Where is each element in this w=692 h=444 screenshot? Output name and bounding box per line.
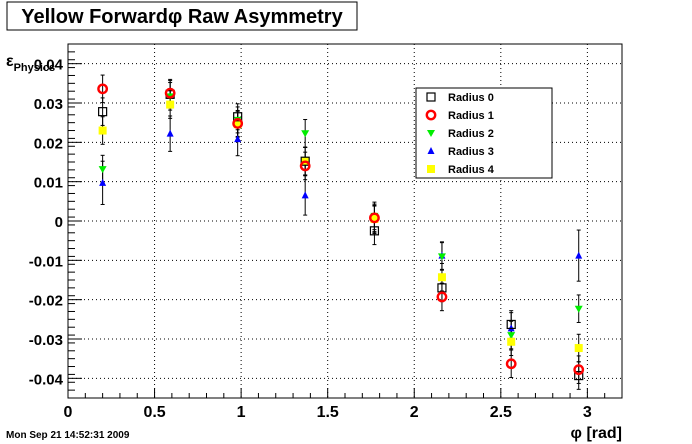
data-point-radius-1 — [369, 212, 380, 224]
legend-marker — [427, 165, 435, 173]
x-tick-label: 3 — [583, 404, 592, 421]
data-point-radius-0 — [98, 107, 108, 117]
legend-marker — [427, 147, 435, 154]
legend-label: Radius 0 — [448, 92, 494, 104]
y-tick-label: 0.01 — [34, 175, 63, 192]
data-point-radius-2 — [507, 332, 516, 340]
data-point-radius-4 — [370, 215, 379, 224]
data-point-radius-4 — [507, 337, 516, 346]
y-tick-label: 0.04 — [34, 57, 64, 74]
data-point-radius-2 — [437, 253, 446, 261]
data-point-radius-1 — [232, 118, 244, 129]
data-point-radius-1 — [505, 358, 517, 370]
data-point-radius-0 — [506, 319, 516, 330]
y-tick-label: -0.03 — [29, 332, 63, 349]
grid-lines — [68, 44, 622, 398]
data-point-radius-3 — [234, 135, 242, 143]
y-axis-label-sub: Physics — [14, 62, 56, 74]
x-tick-label: 0 — [64, 404, 73, 421]
y-tick-label: 0.03 — [34, 96, 63, 113]
y-tick-label: -0.01 — [29, 253, 63, 270]
legend-label: Radius 2 — [448, 128, 494, 140]
data-point-radius-1 — [573, 364, 585, 376]
data-markers — [97, 83, 585, 381]
data-point-radius-4 — [437, 273, 446, 282]
timestamp: Mon Sep 21 14:52:31 2009 — [6, 430, 130, 441]
data-point-radius-1 — [299, 160, 311, 172]
y-tick-label: -0.04 — [29, 371, 64, 388]
data-point-radius-0 — [233, 112, 243, 122]
data-point-radius-4 — [98, 126, 107, 135]
data-point-radius-0 — [369, 226, 380, 236]
data-point-radius-0 — [300, 156, 310, 166]
y-tick-labels: 0.04 0.03 0.02 0.01 0 -0.01 -0.02 -0.03 -0.04 — [29, 57, 64, 389]
data-point-radius-1 — [436, 291, 448, 303]
data-point-radius-3 — [166, 129, 174, 137]
y-axis-label: εPhysics — [6, 53, 55, 74]
legend-marker — [427, 130, 435, 137]
x-tick-label: 0.5 — [143, 404, 165, 421]
x-axis-label: φ [rad] — [571, 425, 622, 442]
data-point-radius-4 — [574, 344, 583, 353]
legend-marker — [425, 109, 437, 121]
x-tick-label: 1 — [237, 404, 246, 421]
data-point-radius-4 — [233, 120, 242, 129]
legend-marker — [426, 92, 436, 102]
x-tick-label: 1.5 — [317, 404, 339, 421]
chart-title: Yellow Forwardφ Raw Asymmetry — [21, 6, 343, 28]
data-point-radius-3 — [575, 251, 583, 259]
axis-ticks — [67, 43, 606, 399]
x-tick-label: 2.5 — [490, 404, 512, 421]
data-point-radius-1 — [164, 87, 176, 99]
legend-label: Radius 3 — [448, 146, 494, 158]
data-point-radius-3 — [99, 178, 107, 186]
data-point-radius-1 — [97, 83, 109, 95]
data-point-radius-0 — [574, 370, 584, 381]
y-axis-label-main: ε — [6, 53, 14, 70]
legend-label: Radius 1 — [448, 110, 494, 122]
y-tick-label: 0.02 — [34, 135, 63, 152]
x-tick-label: 2 — [410, 404, 419, 421]
data-point-radius-3 — [301, 191, 309, 199]
data-point-radius-2 — [574, 305, 583, 313]
legend-box — [415, 87, 553, 179]
title-box: Yellow Forwardφ Raw Asymmetry — [6, 1, 358, 31]
legend: Radius 0 Radius 1 Radius 2 Radius 3 Radius 4 — [415, 87, 553, 179]
y-tick-label: 0 — [55, 214, 63, 231]
data-point-radius-4 — [166, 100, 175, 109]
x-tick-labels: 0 0.5 1 1.5 2 2.5 3 — [64, 404, 592, 421]
y-tick-label: -0.02 — [29, 293, 63, 310]
legend-label: Radius 4 — [448, 164, 495, 176]
data-point-radius-2 — [301, 130, 310, 138]
data-point-radius-2 — [98, 166, 107, 174]
